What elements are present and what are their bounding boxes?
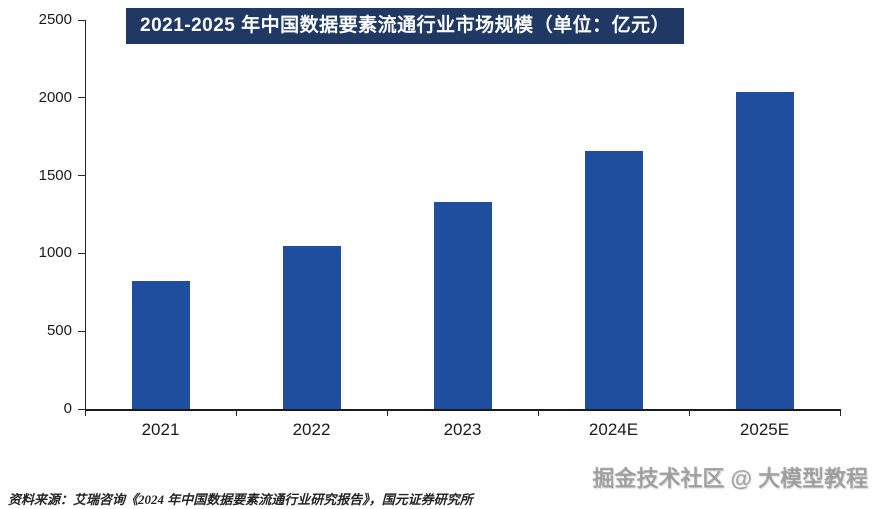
x-axis-tick — [538, 409, 539, 416]
x-axis-tick — [236, 409, 237, 416]
x-axis-category-label: 2023 — [443, 420, 482, 439]
x-axis-category-label: 2022 — [292, 420, 331, 439]
bar — [282, 245, 341, 409]
x-axis-tick — [387, 409, 388, 416]
y-axis-tick-label: 2500 — [38, 11, 72, 28]
y-axis-tick — [78, 175, 85, 177]
bar — [735, 91, 794, 409]
x-axis-category-label: 2025E — [739, 420, 790, 439]
y-axis-tick — [78, 252, 85, 254]
y-axis-tick — [78, 330, 85, 332]
chart-title: 2021-2025 年中国数据要素流通行业市场规模（单位：亿元） — [126, 8, 685, 44]
bar — [584, 150, 643, 409]
y-axis-tick-label: 2000 — [38, 88, 72, 106]
y-axis-tick-label: 1000 — [38, 244, 72, 262]
y-axis-tick — [78, 97, 85, 99]
y-axis-tick-label: 500 — [46, 322, 72, 340]
x-axis-tick — [85, 409, 86, 416]
y-axis-tick-label: 1500 — [38, 166, 72, 184]
x-axis-category-label: 2021 — [141, 420, 180, 439]
y-axis-tick — [78, 408, 85, 410]
x-axis-category-label: 2024E — [588, 420, 639, 439]
x-axis-tick — [689, 409, 690, 416]
watermark-text: 掘金技术社区 @ 大模型教程 — [592, 466, 868, 491]
bar — [433, 202, 492, 409]
y-axis-tick — [78, 19, 85, 21]
y-axis-tick-label: 0 — [63, 400, 72, 417]
y-axis-line — [85, 20, 86, 409]
x-axis-line — [85, 409, 841, 411]
source-note: 资料来源：艾瑞咨询《2024 年中国数据要素流通行业研究报告》，国元证券研究所 — [8, 492, 473, 507]
bar — [131, 281, 190, 409]
x-axis-tick — [840, 409, 841, 416]
